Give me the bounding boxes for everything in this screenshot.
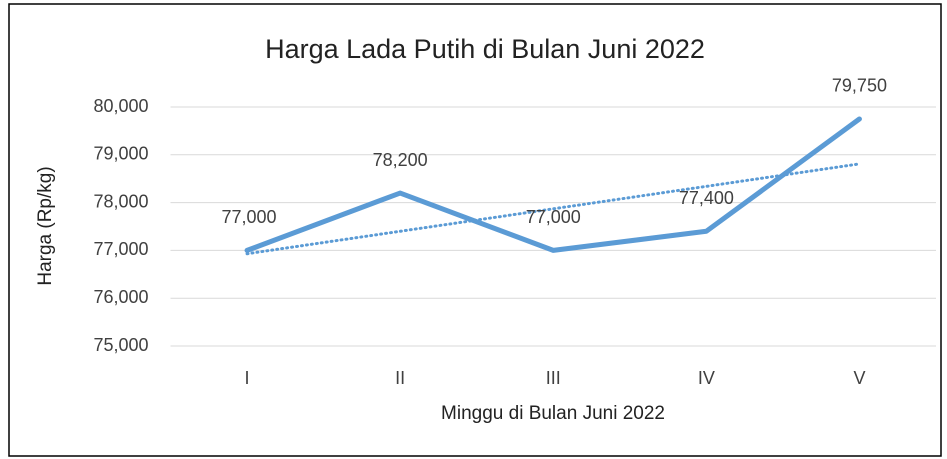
trendline xyxy=(245,162,861,256)
chart-title: Harga Lada Putih di Bulan Juni 2022 xyxy=(265,34,705,64)
x-tick-label: V xyxy=(853,368,865,388)
y-tick-label: 77,000 xyxy=(93,239,148,259)
x-tick-label: I xyxy=(245,368,250,388)
y-tick-label: 79,000 xyxy=(93,144,148,164)
data-line xyxy=(244,116,862,253)
value-label: 77,000 xyxy=(222,207,277,227)
x-tick-label: III xyxy=(546,368,561,388)
value-label: 77,000 xyxy=(526,207,581,227)
chart-border xyxy=(8,3,942,457)
y-axis-title: Harga (Rp/kg) xyxy=(35,166,56,285)
y-tick-label: 80,000 xyxy=(93,96,148,116)
x-tick-label: II xyxy=(395,368,405,388)
x-axis-title: Minggu di Bulan Juni 2022 xyxy=(441,403,665,424)
y-tick-label: 78,000 xyxy=(93,191,148,211)
x-tick-label: IV xyxy=(698,368,715,388)
value-label: 79,750 xyxy=(832,76,887,96)
value-label: 78,200 xyxy=(373,150,428,170)
y-tick-label: 76,000 xyxy=(93,287,148,307)
y-tick-label: 75,000 xyxy=(93,335,148,355)
value-label: 77,400 xyxy=(679,188,734,208)
